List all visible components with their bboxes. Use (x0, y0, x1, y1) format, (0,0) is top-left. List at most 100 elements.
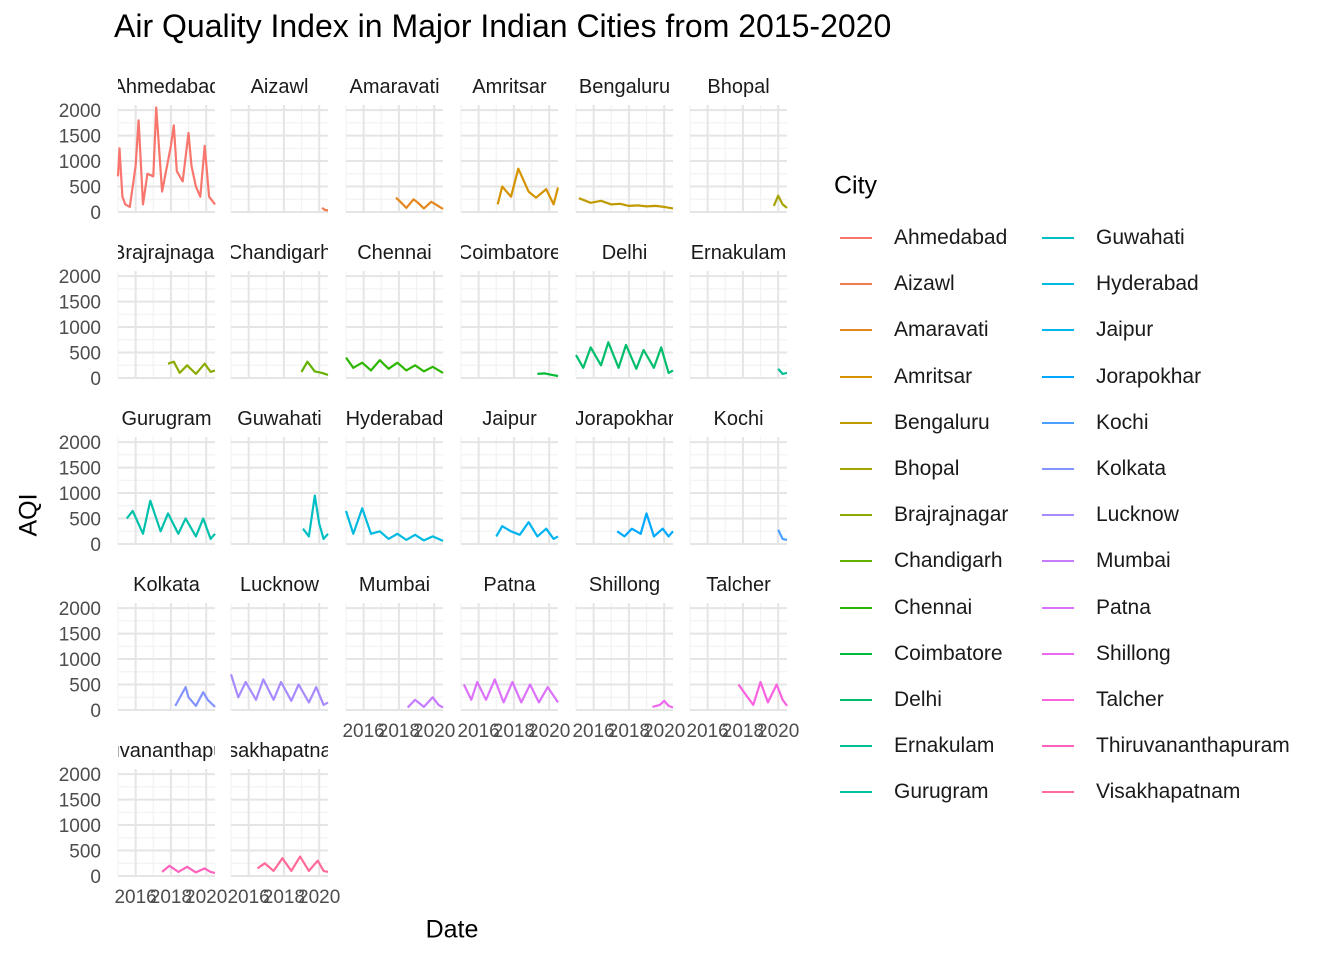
y-tick-label: 0 (90, 535, 101, 556)
strip-label: Patna (483, 574, 536, 596)
legend-label: Ahmedabad (894, 226, 1008, 249)
x-tick-label: 2018 (493, 721, 535, 742)
legend-label: Talcher (1096, 688, 1164, 711)
legend-label: Amritsar (894, 364, 973, 388)
legend-key (834, 780, 878, 804)
legend-label: Kolkata (1096, 457, 1167, 480)
legend-key (834, 226, 878, 250)
legend-key (1036, 318, 1080, 342)
strip-label: Gurugram (121, 408, 211, 430)
legend-title: City (834, 171, 878, 200)
strip-label: Talcher (706, 574, 771, 596)
facet-panel: Guwahati (230, 408, 329, 545)
strip-label: Chandigarh (228, 242, 331, 264)
legend-key (1036, 226, 1080, 250)
legend-item: Kolkata (1036, 457, 1166, 481)
strip-label: Chennai (357, 242, 432, 264)
facet-panel: Amritsar (460, 76, 560, 213)
legend-label: Bhopal (894, 457, 960, 480)
legend-item: Shillong (1036, 642, 1171, 666)
x-tick-label: 2020 (528, 721, 570, 742)
x-tick-label: 2018 (150, 887, 192, 908)
x-tick-label: 2020 (643, 721, 685, 742)
legend-item: Coimbatore (834, 642, 1003, 666)
strip-label: Brajrajnagar (112, 242, 221, 264)
facet-panel: Coimbatore (458, 242, 561, 379)
facet-panel: Ahmedabad 0 500 1000 1500 2000 (59, 76, 221, 224)
legend-key (1036, 642, 1080, 666)
strip-label: Aizawl (251, 76, 309, 98)
series-line-amaravati (395, 196, 444, 210)
x-tick-label: 2016 (114, 887, 156, 908)
x-tick-label: 2018 (263, 887, 305, 908)
series-line-hyderabad (344, 507, 444, 542)
series-line-bhopal (772, 194, 788, 209)
legend-key-line (1042, 237, 1074, 239)
legend-key (1036, 549, 1080, 573)
legend-key (834, 642, 878, 666)
x-axis-title: Date (425, 915, 479, 944)
legend-item: Mumbai (1036, 549, 1171, 573)
legend-key (834, 365, 878, 389)
strip-label: Kolkata (133, 574, 201, 596)
legend-key-line (1042, 329, 1074, 332)
legend-key-line (840, 791, 872, 794)
strip-label: Jorapokhar (574, 408, 674, 430)
legend-item: Ernakulam (834, 734, 994, 758)
legend-item: Chandigarh (834, 549, 1003, 573)
strip-label: Bengaluru (579, 76, 670, 98)
y-tick-label: 500 (69, 842, 101, 863)
series-line-patna (462, 678, 559, 704)
facet-panel: Lucknow (229, 574, 329, 711)
strip-label: Ahmedabad (113, 76, 221, 98)
x-tick-label: 2018 (608, 721, 650, 742)
x-tick-label: 2016 (227, 887, 269, 908)
series-line-thiruvananthapuram (161, 864, 216, 874)
legend-label: Hyderabad (1096, 272, 1199, 296)
legend-item: Jorapokhar (1036, 365, 1201, 389)
series-line-brajrajnagar (167, 360, 216, 375)
x-tick-label: 2016 (572, 721, 614, 742)
legend-key (834, 272, 878, 296)
strip-label: Mumbai (359, 574, 430, 596)
legend-key-line (1042, 652, 1074, 655)
series-line-kolkata (174, 685, 216, 708)
legend-label: Jorapokhar (1096, 364, 1202, 388)
legend-key-line (1042, 468, 1074, 470)
facet-panel: Bhopal (689, 76, 788, 213)
legend-key (834, 688, 878, 712)
x-tick-label: 2018 (378, 721, 420, 742)
legend-label: Bengaluru (894, 410, 990, 434)
legend-label: Ernakulam (894, 734, 995, 758)
legend-key (1036, 503, 1080, 527)
x-tick-label: 2020 (185, 887, 227, 908)
legend-item: Kochi (1036, 411, 1149, 435)
legend-label: Gurugram (894, 780, 989, 804)
legend-item: Jaipur (1036, 318, 1153, 342)
legend-item: Chennai (834, 596, 972, 620)
legend-key (834, 734, 878, 758)
strip-label: Delhi (602, 242, 648, 264)
legend-item: Hyderabad (1036, 272, 1199, 296)
facet-panel: Amaravati (345, 76, 444, 213)
strip-label: Coimbatore (458, 242, 561, 264)
facet-panel: Hyderabad (344, 408, 444, 545)
x-tick-label: 2016 (457, 721, 499, 742)
series-line-chennai (345, 356, 444, 374)
y-tick-label: 0 (90, 867, 101, 888)
legend-key-line (1042, 606, 1074, 609)
y-tick-label: 500 (69, 178, 101, 199)
facet-panel: Kolkata 0 500 1000 1500 2000 (59, 574, 216, 722)
legend-key (1036, 272, 1080, 296)
legend-key (834, 318, 878, 342)
y-tick-label: 1500 (59, 459, 101, 480)
legend-label: Shillong (1096, 641, 1171, 665)
series-line-talcher (737, 680, 788, 707)
legend-item: Amaravati (834, 318, 989, 342)
legend-key (834, 596, 878, 620)
